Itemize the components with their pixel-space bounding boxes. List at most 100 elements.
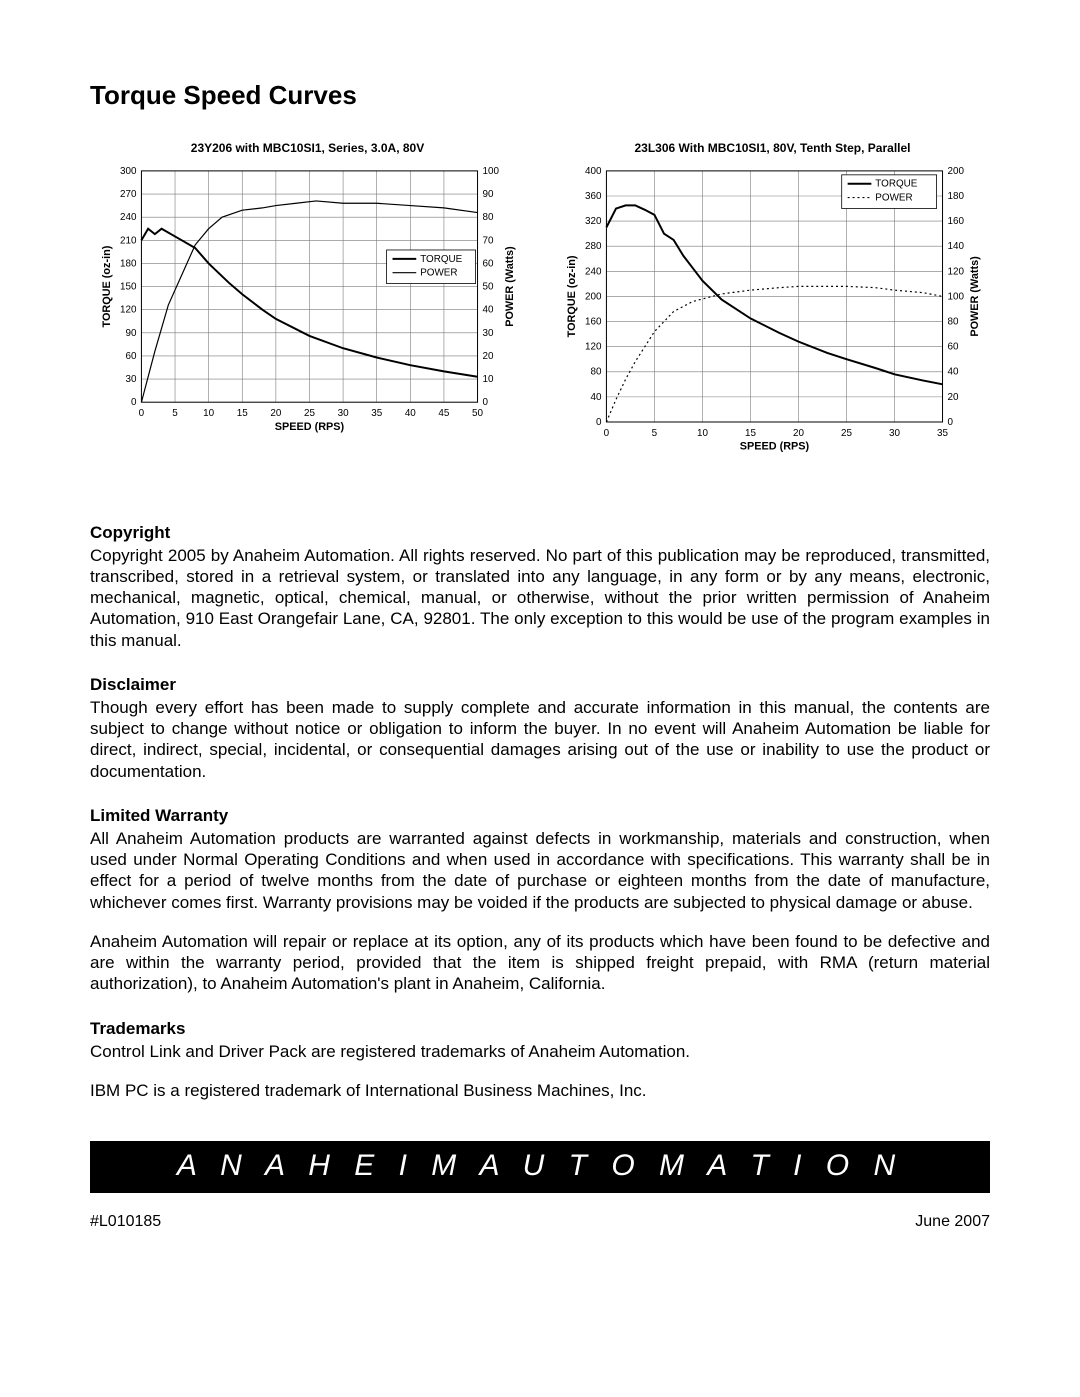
svg-text:40: 40 [482, 305, 493, 316]
svg-text:80: 80 [947, 317, 958, 328]
trademarks-heading: Trademarks [90, 1019, 990, 1039]
svg-text:160: 160 [585, 317, 602, 328]
svg-text:TORQUE: TORQUE [420, 254, 462, 265]
page-title: Torque Speed Curves [90, 80, 990, 111]
svg-text:90: 90 [482, 189, 493, 200]
svg-text:0: 0 [604, 428, 610, 439]
svg-text:280: 280 [585, 241, 602, 252]
svg-text:TORQUE: TORQUE [875, 179, 917, 190]
svg-text:320: 320 [585, 216, 602, 227]
svg-text:35: 35 [937, 428, 948, 439]
svg-text:30: 30 [889, 428, 900, 439]
svg-text:360: 360 [585, 191, 602, 202]
chart-1-svg: 0306090120150180210240270300051015202530… [90, 161, 525, 438]
svg-text:TORQUE (oz-in): TORQUE (oz-in) [101, 245, 113, 327]
svg-text:180: 180 [120, 258, 137, 269]
svg-text:20: 20 [793, 428, 804, 439]
svg-text:80: 80 [482, 212, 493, 223]
svg-text:200: 200 [947, 166, 964, 177]
warranty-body-2: Anaheim Automation will repair or replac… [90, 931, 990, 995]
copyright-body: Copyright 2005 by Anaheim Automation. Al… [90, 545, 990, 651]
company-banner: A N A H E I M A U T O M A T I O N [90, 1141, 990, 1193]
svg-text:15: 15 [745, 428, 756, 439]
svg-text:0: 0 [596, 417, 602, 428]
svg-text:240: 240 [585, 266, 602, 277]
svg-text:POWER: POWER [420, 268, 457, 279]
svg-text:45: 45 [438, 408, 449, 419]
svg-text:20: 20 [482, 351, 493, 362]
section-disclaimer: Disclaimer Though every effort has been … [90, 675, 990, 782]
svg-text:120: 120 [947, 266, 964, 277]
disclaimer-heading: Disclaimer [90, 675, 990, 695]
copyright-heading: Copyright [90, 523, 990, 543]
svg-text:120: 120 [120, 305, 137, 316]
svg-text:30: 30 [338, 408, 349, 419]
svg-text:0: 0 [131, 397, 137, 408]
svg-text:90: 90 [125, 328, 136, 339]
svg-text:15: 15 [237, 408, 248, 419]
svg-text:160: 160 [947, 216, 964, 227]
svg-text:100: 100 [947, 291, 964, 302]
svg-text:200: 200 [585, 291, 602, 302]
svg-text:POWER: POWER [875, 193, 912, 204]
charts-row: 23Y206 with MBC10SI1, Series, 3.0A, 80V … [90, 141, 990, 463]
svg-text:210: 210 [120, 235, 137, 246]
svg-text:400: 400 [585, 166, 602, 177]
svg-text:300: 300 [120, 166, 137, 177]
svg-text:40: 40 [590, 392, 601, 403]
svg-text:30: 30 [125, 374, 136, 385]
svg-text:20: 20 [947, 392, 958, 403]
svg-text:10: 10 [482, 374, 493, 385]
svg-text:240: 240 [120, 212, 137, 223]
section-trademarks: Trademarks Control Link and Driver Pack … [90, 1019, 990, 1102]
svg-text:20: 20 [270, 408, 281, 419]
svg-text:30: 30 [482, 328, 493, 339]
svg-text:25: 25 [304, 408, 315, 419]
svg-text:270: 270 [120, 189, 137, 200]
footer-left: #L010185 [90, 1213, 161, 1231]
svg-text:60: 60 [482, 258, 493, 269]
svg-text:0: 0 [947, 417, 953, 428]
document-page: Torque Speed Curves 23Y206 with MBC10SI1… [0, 0, 1080, 1271]
svg-text:5: 5 [172, 408, 178, 419]
section-copyright: Copyright Copyright 2005 by Anaheim Auto… [90, 523, 990, 651]
svg-text:50: 50 [482, 282, 493, 293]
svg-text:0: 0 [482, 397, 488, 408]
svg-text:SPEED (RPS): SPEED (RPS) [740, 441, 810, 453]
svg-text:60: 60 [125, 351, 136, 362]
svg-text:5: 5 [652, 428, 658, 439]
svg-text:140: 140 [947, 241, 964, 252]
svg-text:40: 40 [947, 367, 958, 378]
warranty-body-1: All Anaheim Automation products are warr… [90, 828, 990, 913]
page-footer: #L010185 June 2007 [90, 1213, 990, 1231]
trademarks-body-2: IBM PC is a registered trademark of Inte… [90, 1080, 990, 1101]
chart-2: 23L306 With MBC10SI1, 80V, Tenth Step, P… [555, 141, 990, 463]
footer-right: June 2007 [915, 1213, 990, 1231]
svg-text:35: 35 [371, 408, 382, 419]
disclaimer-body: Though every effort has been made to sup… [90, 697, 990, 782]
svg-text:10: 10 [697, 428, 708, 439]
svg-text:180: 180 [947, 191, 964, 202]
svg-text:100: 100 [482, 166, 499, 177]
chart-1: 23Y206 with MBC10SI1, Series, 3.0A, 80V … [90, 141, 525, 463]
svg-text:0: 0 [139, 408, 145, 419]
svg-text:POWER (Watts): POWER (Watts) [969, 256, 981, 337]
svg-text:40: 40 [405, 408, 416, 419]
trademarks-body-1: Control Link and Driver Pack are registe… [90, 1041, 990, 1062]
section-warranty: Limited Warranty All Anaheim Automation … [90, 806, 990, 995]
svg-text:50: 50 [472, 408, 483, 419]
svg-text:150: 150 [120, 282, 137, 293]
chart-2-svg: 0408012016020024028032036040005101520253… [555, 161, 990, 458]
svg-text:80: 80 [590, 367, 601, 378]
svg-text:POWER (Watts): POWER (Watts) [504, 246, 516, 327]
svg-text:SPEED (RPS): SPEED (RPS) [275, 421, 345, 433]
svg-text:25: 25 [841, 428, 852, 439]
warranty-heading: Limited Warranty [90, 806, 990, 826]
svg-text:10: 10 [203, 408, 214, 419]
svg-text:TORQUE (oz-in): TORQUE (oz-in) [566, 255, 578, 337]
svg-text:70: 70 [482, 235, 493, 246]
svg-text:60: 60 [947, 342, 958, 353]
chart-2-title: 23L306 With MBC10SI1, 80V, Tenth Step, P… [555, 141, 990, 155]
svg-text:120: 120 [585, 342, 602, 353]
chart-1-title: 23Y206 with MBC10SI1, Series, 3.0A, 80V [90, 141, 525, 155]
